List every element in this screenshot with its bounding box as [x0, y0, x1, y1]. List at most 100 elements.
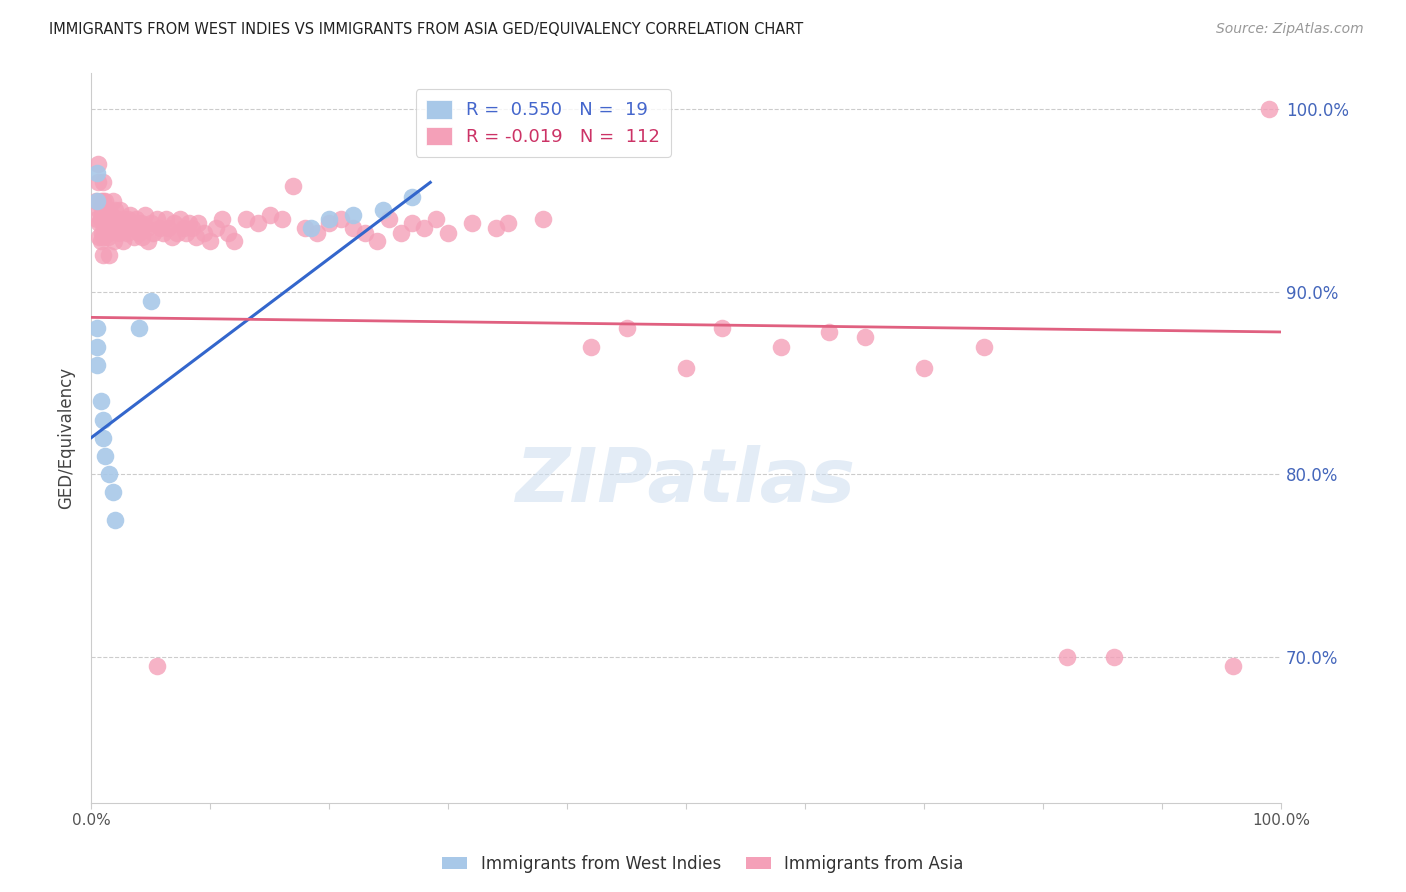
Point: [198, 234, 221, 248]
Point: [181, 221, 204, 235]
Point: [104, 202, 127, 217]
Point: [912, 361, 935, 376]
Point: [184, 230, 207, 244]
Point: [160, 230, 183, 244]
Point: [121, 215, 143, 229]
Point: [98, 202, 121, 217]
Point: [111, 221, 134, 235]
Point: [87, 157, 110, 171]
Text: Source: ZipAtlas.com: Source: ZipAtlas.com: [1216, 22, 1364, 37]
Legend: R =  0.550   N =  19, R = -0.019   N =  112: R = 0.550 N = 19, R = -0.019 N = 112: [416, 89, 671, 157]
Point: [1258, 103, 1281, 117]
Point: [86, 194, 108, 208]
Point: [108, 202, 131, 217]
Point: [98, 248, 121, 262]
Point: [222, 234, 245, 248]
Legend: Immigrants from West Indies, Immigrants from Asia: Immigrants from West Indies, Immigrants …: [436, 848, 970, 880]
Point: [817, 325, 839, 339]
Point: [125, 211, 148, 226]
Point: [389, 227, 412, 241]
Point: [377, 211, 399, 226]
Point: [163, 215, 186, 229]
Point: [101, 221, 124, 235]
Point: [89, 230, 111, 244]
Point: [217, 227, 239, 241]
Point: [710, 321, 733, 335]
Point: [129, 215, 152, 229]
Point: [120, 208, 142, 222]
Point: [112, 234, 135, 248]
Point: [353, 227, 375, 241]
Point: [413, 221, 436, 235]
Point: [177, 215, 200, 229]
Point: [128, 227, 150, 241]
Point: [675, 361, 697, 376]
Point: [91, 175, 114, 189]
Point: [149, 221, 172, 235]
Point: [90, 394, 112, 409]
Point: [91, 194, 114, 208]
Point: [166, 227, 188, 241]
Point: [115, 227, 138, 241]
Point: [1104, 649, 1126, 664]
Point: [136, 221, 159, 235]
Point: [485, 221, 508, 235]
Point: [145, 658, 167, 673]
Point: [98, 467, 121, 482]
Point: [307, 227, 329, 241]
Point: [114, 211, 136, 226]
Point: [86, 166, 108, 180]
Point: [579, 340, 602, 354]
Point: [142, 227, 165, 241]
Text: IMMIGRANTS FROM WEST INDIES VS IMMIGRANTS FROM ASIA GED/EQUIVALENCY CORRELATION : IMMIGRANTS FROM WEST INDIES VS IMMIGRANT…: [49, 22, 803, 37]
Point: [973, 340, 995, 354]
Point: [1056, 649, 1078, 664]
Point: [104, 513, 127, 527]
Point: [91, 248, 114, 262]
Point: [87, 175, 110, 189]
Point: [90, 194, 112, 208]
Point: [84, 194, 107, 208]
Point: [127, 221, 149, 235]
Point: [193, 227, 215, 241]
Point: [134, 208, 156, 222]
Point: [117, 211, 139, 226]
Point: [90, 227, 112, 241]
Point: [283, 179, 305, 194]
Point: [101, 485, 124, 500]
Point: [91, 431, 114, 445]
Point: [96, 211, 118, 226]
Point: [145, 211, 167, 226]
Point: [105, 211, 128, 226]
Point: [531, 211, 554, 226]
Point: [90, 234, 112, 248]
Point: [187, 215, 209, 229]
Point: [246, 215, 269, 229]
Point: [461, 215, 484, 229]
Point: [318, 215, 340, 229]
Point: [211, 211, 233, 226]
Point: [122, 230, 145, 244]
Y-axis label: GED/Equivalency: GED/Equivalency: [58, 367, 75, 508]
Point: [1222, 658, 1244, 673]
Point: [371, 202, 394, 217]
Point: [91, 230, 114, 244]
Point: [299, 221, 322, 235]
Point: [616, 321, 638, 335]
Point: [176, 227, 198, 241]
Point: [103, 234, 125, 248]
Point: [169, 211, 191, 226]
Point: [98, 215, 121, 229]
Point: [437, 227, 460, 241]
Point: [86, 211, 108, 226]
Point: [235, 211, 257, 226]
Point: [770, 340, 793, 354]
Point: [94, 449, 117, 463]
Point: [318, 211, 340, 226]
Point: [107, 227, 129, 241]
Point: [294, 221, 316, 235]
Point: [157, 221, 180, 235]
Point: [118, 221, 141, 235]
Point: [139, 293, 162, 308]
Point: [128, 321, 150, 335]
